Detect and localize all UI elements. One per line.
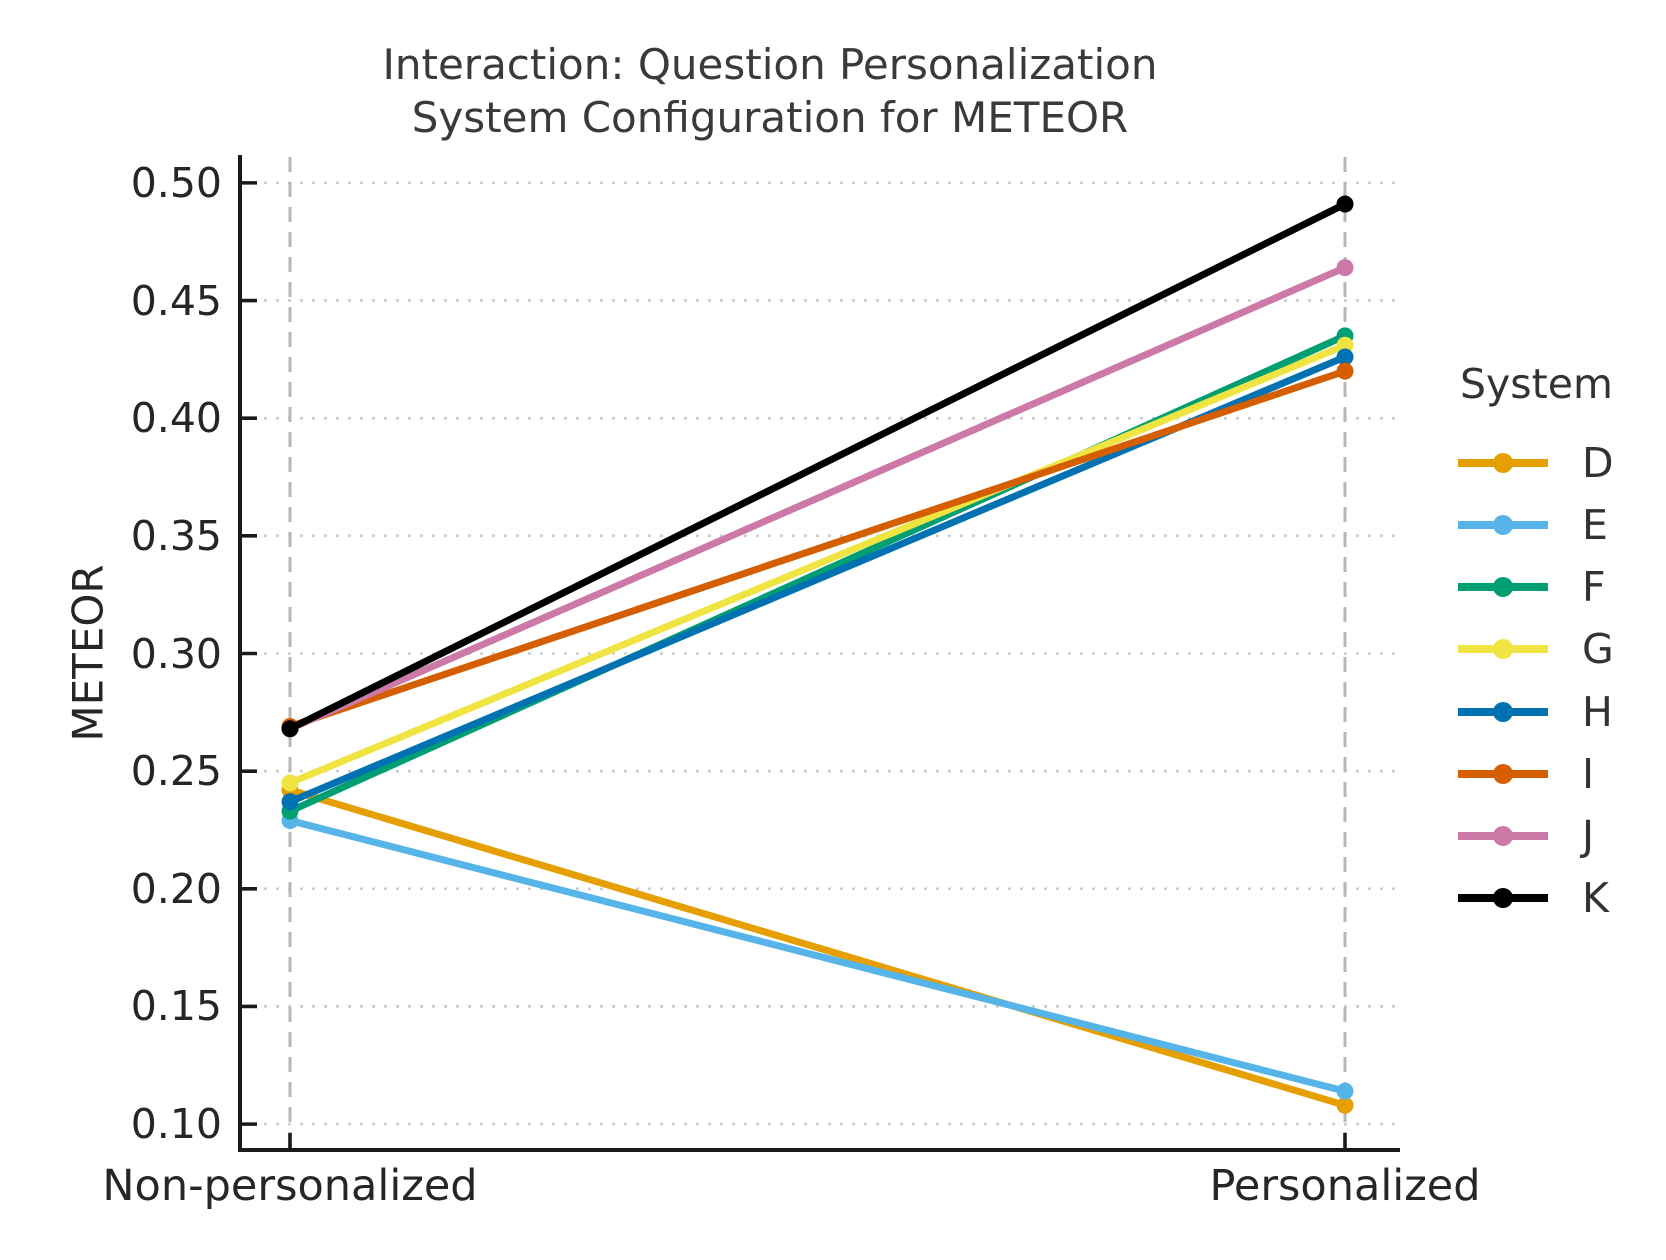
legend-swatch-F [1458, 577, 1548, 598]
legend-label: F [1582, 563, 1606, 612]
legend-item-G: G [1458, 618, 1614, 680]
legend-swatch-I [1458, 763, 1548, 784]
series-line-D [286, 786, 1349, 1109]
legend-item-H: H [1458, 681, 1613, 743]
legend-marker [1493, 701, 1513, 722]
y-tick-label: 0.45 [130, 276, 222, 325]
y-tick-label: 0.50 [130, 158, 222, 207]
legend-item-K: K [1458, 867, 1609, 929]
y-axis-label: METEOR [63, 564, 113, 742]
legend-marker [1493, 453, 1513, 473]
series-line-I [286, 367, 1349, 730]
legend-marker [1493, 515, 1513, 536]
legend-item-J: J [1458, 805, 1594, 867]
series-line-G [286, 341, 1349, 787]
legend-label: E [1582, 501, 1608, 550]
legend-marker [1493, 763, 1513, 784]
legend-swatch-E [1458, 515, 1548, 536]
series-line-K [286, 200, 1349, 733]
y-tick-label: 0.20 [130, 864, 222, 913]
legend-swatch-J [1458, 825, 1548, 846]
legend-label: K [1582, 874, 1609, 923]
series-line-J [286, 264, 1349, 733]
series-marker-J [1336, 259, 1354, 277]
x-tick-label: Personalized [1209, 1161, 1481, 1211]
chart-title-line-1: Interaction: Question Personalization [382, 40, 1158, 89]
legend-marker [1493, 888, 1513, 909]
legend-item-D: D [1458, 432, 1614, 494]
legend-marker [1493, 577, 1513, 598]
legend-item-I: I [1458, 743, 1594, 805]
legend-swatch-H [1458, 701, 1548, 722]
legend-swatch-K [1458, 888, 1548, 909]
legend-label: I [1582, 749, 1595, 798]
series-marker-I [1336, 362, 1354, 380]
series-marker-H [281, 793, 299, 811]
y-tick-label: 0.10 [130, 1100, 222, 1149]
series-marker-G [1336, 336, 1354, 354]
x-tick-label: Non-personalized [102, 1161, 478, 1211]
series-marker-D [1336, 1096, 1354, 1114]
legend-label: J [1582, 811, 1595, 860]
series-marker-K [1336, 195, 1354, 213]
series-marker-E [1336, 1082, 1354, 1100]
y-tick-label: 0.30 [130, 629, 222, 678]
legend-marker [1493, 825, 1513, 846]
legend-item-F: F [1458, 556, 1606, 618]
y-tick-label: 0.35 [130, 511, 222, 560]
chart-title: Interaction: Question Personalization Sy… [90, 38, 1450, 144]
series-marker-G [281, 774, 299, 792]
y-tick-label: 0.40 [130, 394, 222, 443]
legend-marker [1493, 639, 1513, 660]
legend-label: G [1582, 625, 1614, 674]
legend-title: System [1460, 360, 1613, 408]
series-marker-H [1336, 348, 1354, 366]
legend-swatch-G [1458, 639, 1548, 660]
legend-label: H [1582, 687, 1613, 736]
y-tick-label: 0.15 [130, 982, 222, 1031]
legend-label: D [1582, 439, 1614, 487]
series-marker-K [281, 720, 299, 738]
legend-swatch-D [1458, 453, 1548, 473]
series-line-E [286, 817, 1349, 1095]
chart-title-line-2: System Configuration for METEOR [411, 93, 1129, 142]
legend-item-E: E [1458, 494, 1608, 556]
y-tick-label: 0.25 [130, 747, 222, 796]
